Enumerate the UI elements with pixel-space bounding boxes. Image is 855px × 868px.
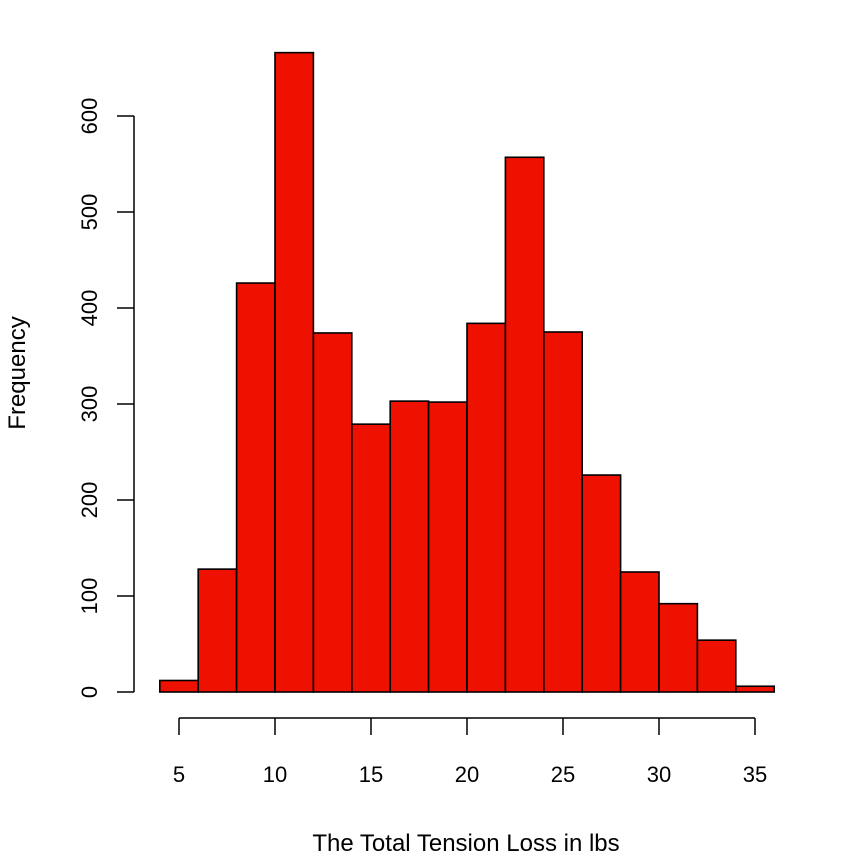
- y-tick-label: 100: [77, 578, 102, 615]
- histogram-bars: [159, 51, 775, 693]
- histogram-bar: [389, 400, 430, 693]
- y-tick-label: 500: [77, 194, 102, 231]
- x-tick-label: 35: [743, 762, 767, 787]
- x-tick-label: 30: [647, 762, 671, 787]
- x-axis-title: The Total Tension Loss in lbs: [312, 830, 619, 857]
- histogram-bar: [312, 332, 353, 693]
- x-tick-label: 25: [551, 762, 575, 787]
- histogram-bar: [542, 331, 583, 693]
- x-tick-label: 20: [455, 762, 479, 787]
- x-tick-label: 5: [173, 762, 185, 787]
- y-axis: 0 100 200 300 400 500 600: [77, 98, 135, 698]
- histogram-bar: [504, 156, 545, 693]
- histogram-bar: [696, 639, 737, 693]
- histogram-bar: [159, 679, 200, 693]
- histogram-bar: [427, 401, 468, 693]
- histogram-bar: [466, 322, 507, 693]
- histogram-bar: [274, 51, 315, 693]
- histogram-bar: [734, 685, 775, 693]
- histogram-bar: [235, 282, 276, 693]
- y-tick-label: 200: [77, 482, 102, 519]
- y-tick-label: 300: [77, 386, 102, 423]
- y-tick-label: 0: [77, 686, 102, 698]
- y-axis-title: Frequency: [4, 316, 31, 429]
- histogram-bar: [619, 571, 660, 693]
- x-tick-label: 10: [263, 762, 287, 787]
- x-tick-label: 15: [359, 762, 383, 787]
- histogram-bar: [350, 423, 391, 693]
- histogram-bar: [658, 602, 699, 693]
- y-tick-label: 400: [77, 290, 102, 327]
- histogram-bar: [197, 568, 238, 693]
- histogram-bar: [581, 474, 622, 693]
- x-axis: 5 10 15 20 25 30 35: [173, 717, 767, 787]
- y-tick-label: 600: [77, 98, 102, 135]
